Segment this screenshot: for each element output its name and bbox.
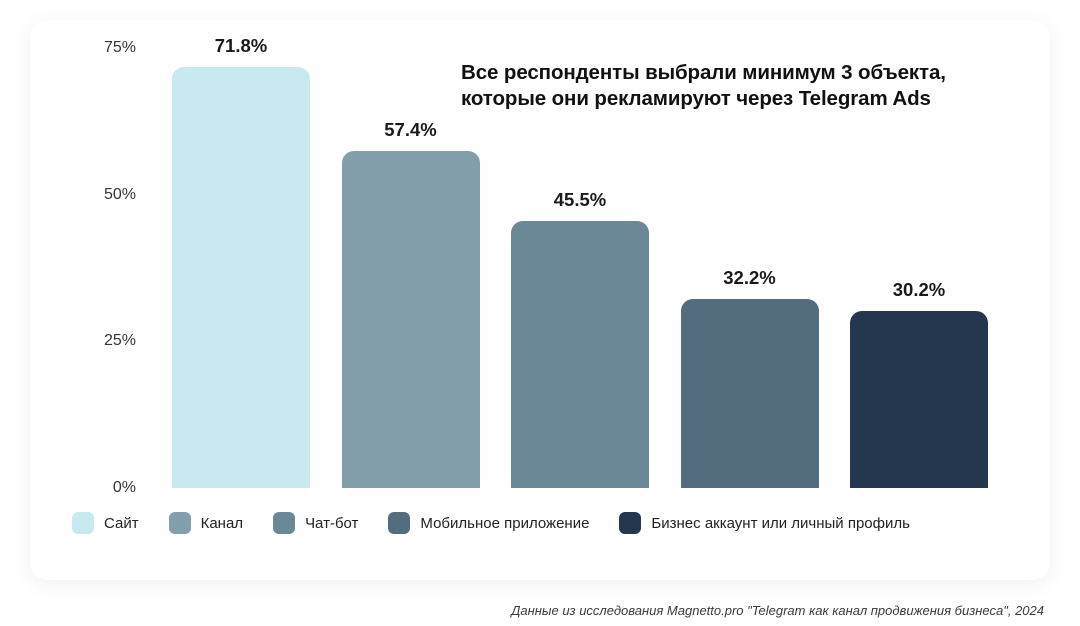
legend-swatch-1 [169,512,191,534]
bar-4 [850,311,988,488]
bar-2 [511,221,649,488]
legend-item-0: Сайт [72,512,139,534]
bar-col-3: 32.2% [681,267,819,488]
bar-col-0: 71.8% [172,35,310,488]
bars-container: 71.8% 57.4% 45.5% 32.2% 30.2% [146,48,1014,488]
legend-swatch-0 [72,512,94,534]
legend-label-2: Чат-бот [305,515,358,532]
bar-col-4: 30.2% [850,279,988,488]
legend-swatch-4 [619,512,641,534]
bar-value-label-2: 45.5% [554,189,606,211]
ytick-0: 0% [66,479,136,497]
chart-card: Все респонденты выбрали минимум 3 объект… [30,20,1050,580]
legend-label-4: Бизнес аккаунт или личный профиль [651,515,910,532]
bar-value-label-3: 32.2% [723,267,775,289]
chart-area: Все респонденты выбрали минимум 3 объект… [66,48,1014,488]
legend-swatch-2 [273,512,295,534]
bar-col-2: 45.5% [511,189,649,488]
bar-value-label-1: 57.4% [384,119,436,141]
ytick-25: 25% [66,332,136,350]
bar-1 [342,151,480,488]
bar-value-label-4: 30.2% [893,279,945,301]
plot-area: 71.8% 57.4% 45.5% 32.2% 30.2% [146,48,1014,488]
legend-item-3: Мобильное приложение [388,512,589,534]
ytick-75: 75% [66,39,136,57]
legend-item-4: Бизнес аккаунт или личный профиль [619,512,910,534]
bar-col-1: 57.4% [342,119,480,488]
source-note: Данные из исследования Magnetto.pro "Tel… [511,603,1044,618]
legend-label-0: Сайт [104,515,139,532]
legend-label-1: Канал [201,515,243,532]
bar-0 [172,67,310,488]
ytick-50: 50% [66,186,136,204]
legend: Сайт Канал Чат-бот Мобильное приложение … [66,512,1014,534]
legend-item-1: Канал [169,512,243,534]
legend-label-3: Мобильное приложение [420,515,589,532]
bar-3 [681,299,819,488]
legend-item-2: Чат-бот [273,512,358,534]
bar-value-label-0: 71.8% [215,35,267,57]
legend-swatch-3 [388,512,410,534]
